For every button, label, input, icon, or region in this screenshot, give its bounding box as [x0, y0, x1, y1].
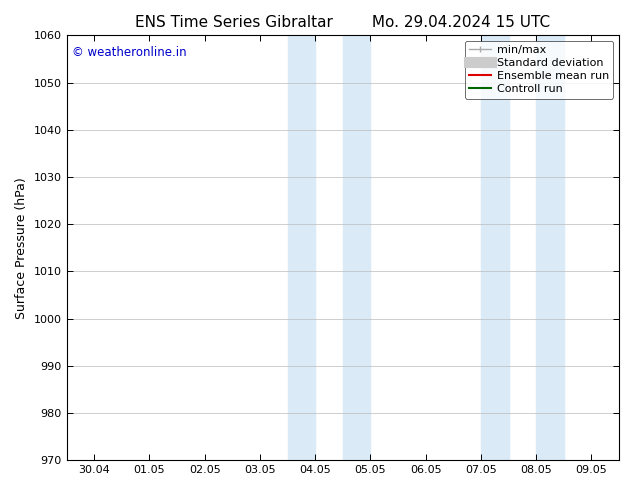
Text: © weatheronline.in: © weatheronline.in — [72, 46, 186, 59]
Bar — [288, 35, 315, 460]
Bar — [343, 35, 370, 460]
Bar — [481, 35, 508, 460]
Legend: min/max, Standard deviation, Ensemble mean run, Controll run: min/max, Standard deviation, Ensemble me… — [465, 41, 614, 98]
Title: ENS Time Series Gibraltar        Mo. 29.04.2024 15 UTC: ENS Time Series Gibraltar Mo. 29.04.2024… — [135, 15, 550, 30]
Y-axis label: Surface Pressure (hPa): Surface Pressure (hPa) — [15, 177, 28, 318]
Bar — [536, 35, 564, 460]
